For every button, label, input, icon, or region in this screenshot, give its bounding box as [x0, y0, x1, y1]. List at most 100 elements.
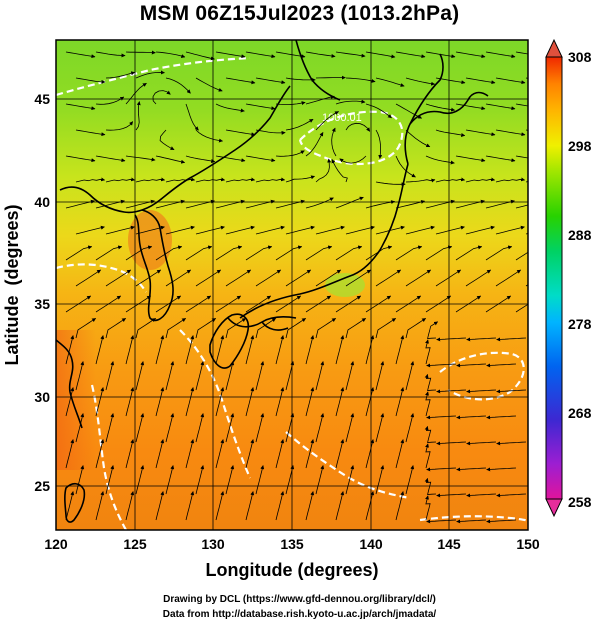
wind-streamline	[255, 225, 285, 235]
wind-streamline	[285, 225, 315, 235]
wind-streamline	[125, 155, 156, 162]
wind-streamline	[495, 269, 522, 287]
wind-streamline	[65, 245, 93, 261]
wind-streamline	[285, 175, 315, 183]
wind-streamline	[95, 155, 126, 163]
wind-streamline	[465, 225, 495, 235]
wind-streamline	[75, 413, 85, 443]
x-tick-label: 145	[437, 536, 461, 552]
wind-streamline	[395, 439, 405, 469]
wind-streamline	[456, 519, 487, 524]
wind-streamline	[435, 177, 466, 183]
wind-streamline	[425, 391, 431, 417]
wind-streamline	[486, 363, 517, 368]
wind-streamline	[315, 413, 325, 443]
wind-streamline	[425, 339, 431, 365]
wind-streamline	[465, 177, 496, 183]
wind-streamline	[225, 77, 256, 85]
wind-streamline	[95, 51, 126, 58]
wind-streamline	[225, 269, 252, 287]
wind-streamline	[335, 335, 345, 365]
wind-streamline	[215, 335, 225, 365]
wind-streamline	[95, 439, 105, 469]
honshu-cool-patch	[325, 273, 365, 297]
wind-streamline	[225, 318, 247, 339]
wind-streamline	[495, 129, 526, 137]
wind-streamline	[165, 465, 175, 495]
wind-streamline	[165, 177, 196, 183]
wind-streamline	[75, 318, 97, 339]
wind-streamline	[485, 245, 513, 261]
wind-streamline	[185, 439, 195, 469]
wind-streamline	[135, 413, 145, 443]
wind-streamline	[466, 493, 497, 498]
wind-streamline	[425, 245, 453, 261]
wind-streamline	[255, 77, 286, 85]
wind-streamline	[345, 122, 371, 132]
wind-streamline	[395, 335, 405, 365]
wind-streamline	[515, 204, 528, 209]
wind-streamline	[75, 269, 102, 287]
wind-streamline	[315, 465, 325, 495]
wind-streamline	[485, 103, 516, 111]
wind-streamline	[305, 51, 336, 58]
x-tick-label: 135	[280, 536, 304, 552]
wind-streamline	[375, 77, 405, 87]
wind-streamline	[105, 269, 132, 287]
wind-streamline	[435, 77, 466, 85]
wind-streamline	[315, 361, 325, 391]
wind-streamline	[65, 491, 75, 521]
wind-streamline	[426, 415, 457, 420]
wind-streamline	[185, 491, 195, 521]
wind-streamline	[496, 389, 527, 394]
wind-streamline	[435, 269, 462, 287]
wind-streamline	[215, 155, 246, 163]
wind-streamline	[65, 51, 96, 59]
wind-streamline	[155, 491, 165, 521]
wind-streamline	[135, 177, 166, 183]
wind-streamline	[305, 245, 333, 261]
wind-streamline	[165, 77, 191, 94]
wind-streamline	[495, 225, 525, 235]
wind-streamline	[426, 467, 457, 472]
wind-streamline	[465, 77, 496, 85]
wind-streamline	[255, 129, 286, 135]
colorbar-max-arrow	[545, 38, 563, 58]
wind-streamline	[135, 101, 141, 131]
y-tick-label: 35	[34, 296, 50, 312]
wind-streamline	[375, 225, 405, 235]
wind-streamline	[155, 387, 165, 417]
wind-streamline	[245, 491, 255, 521]
plot-frame	[55, 39, 529, 531]
wind-streamline	[75, 465, 85, 495]
wind-streamline	[405, 413, 415, 443]
wind-streamline	[466, 441, 497, 446]
wind-streamline	[375, 181, 406, 187]
wind-streamline	[405, 318, 427, 339]
wind-streamlines	[65, 50, 528, 524]
x-axis: 120 125 130 135 140 145 150 Longitude (d…	[44, 536, 540, 580]
wind-streamline	[335, 99, 366, 105]
map-area: 1000.01	[56, 40, 528, 530]
wind-streamline	[185, 335, 195, 365]
wind-streamline	[185, 387, 195, 417]
wind-streamline	[405, 225, 435, 235]
wind-streamline	[345, 269, 372, 287]
grid-lines	[56, 40, 528, 530]
wind-streamline	[495, 77, 526, 85]
wind-streamline	[466, 337, 497, 342]
wind-streamline	[345, 361, 355, 391]
y-axis-label: Latitude (degrees)	[2, 204, 22, 365]
wind-streamline	[185, 51, 215, 61]
wind-streamline	[135, 465, 145, 495]
wind-streamline	[427, 321, 439, 339]
wind-streamline	[305, 335, 315, 365]
wind-streamline	[225, 129, 256, 137]
drawing-credit: Drawing by DCL (https://www.gfd-dennou.o…	[163, 594, 436, 605]
wind-streamline	[515, 51, 528, 55]
x-tick-label: 120	[44, 536, 68, 552]
wind-streamline	[496, 441, 527, 446]
wind-streamline	[395, 491, 405, 521]
wind-streamline	[315, 111, 339, 131]
